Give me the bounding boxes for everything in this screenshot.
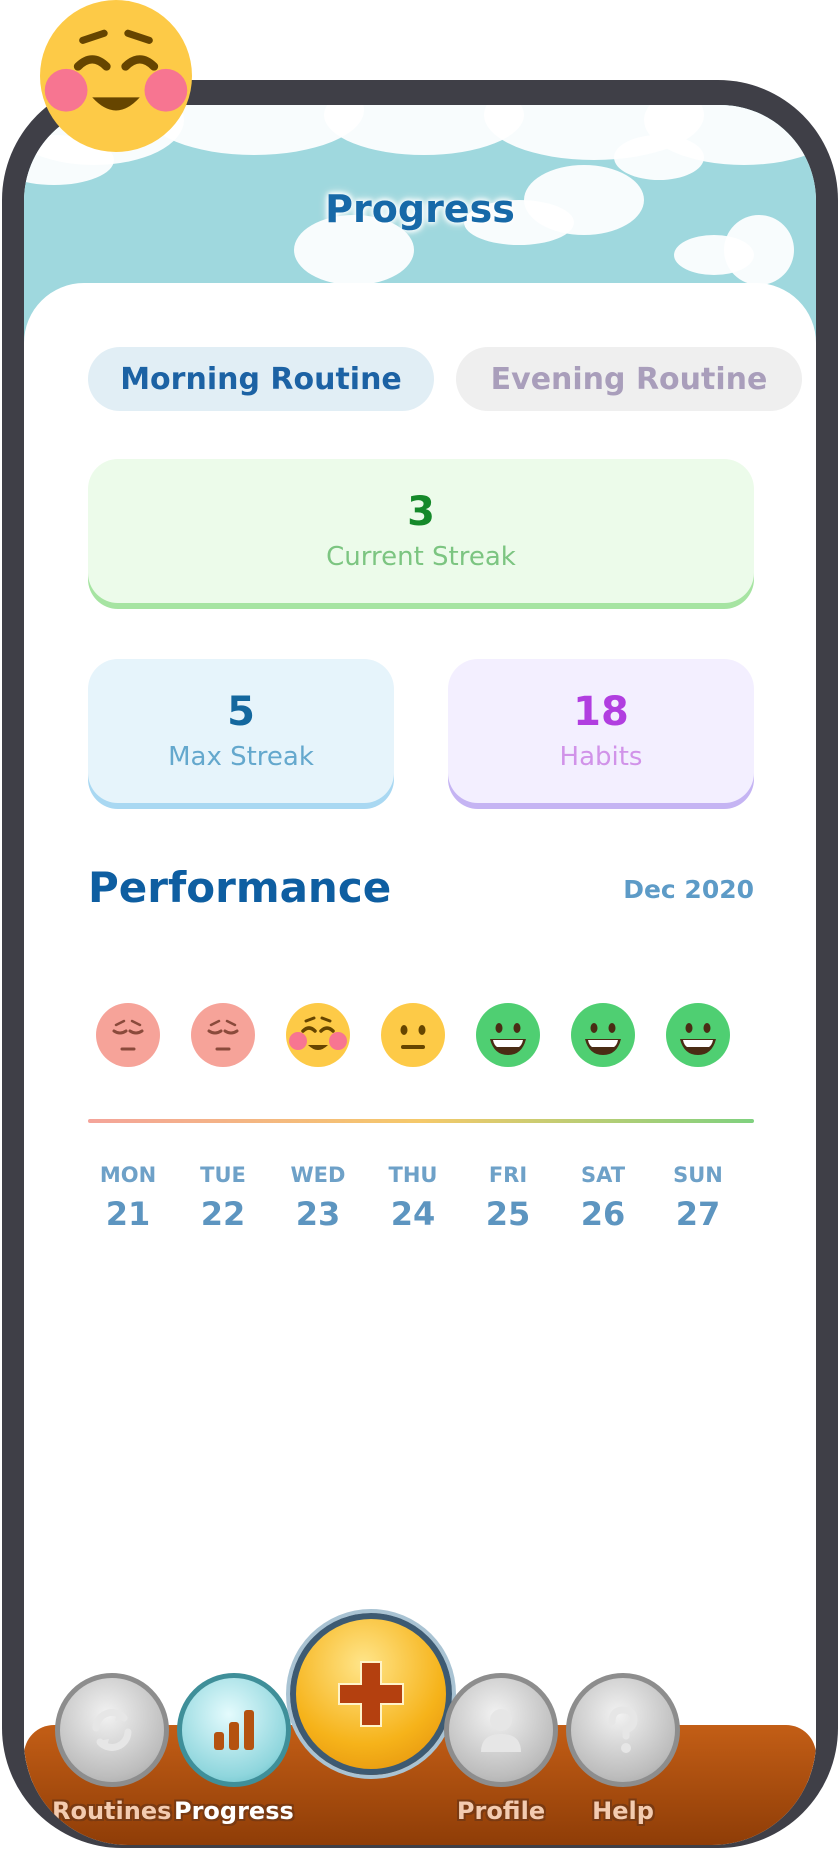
day-name: TUE xyxy=(200,1163,246,1187)
current-streak-label: Current Streak xyxy=(326,542,516,572)
tab-morning-routine[interactable]: Morning Routine xyxy=(88,347,434,411)
day-date: 27 xyxy=(675,1195,721,1233)
nav-routines-label: Routines xyxy=(52,1797,172,1825)
page-title: Progress xyxy=(325,187,515,231)
day-name: SAT xyxy=(580,1163,626,1187)
nav-routines-button[interactable] xyxy=(54,1673,169,1787)
habits-value: 18 xyxy=(573,689,629,735)
blushing-face-icon xyxy=(286,1003,350,1067)
grinning-face-icon xyxy=(666,1003,730,1067)
add-button[interactable] xyxy=(290,1613,452,1775)
max-streak-card: 5 Max Streak xyxy=(88,659,394,803)
day-column: SAT 26 xyxy=(563,1163,643,1233)
day-name: THU xyxy=(388,1163,438,1187)
day-date: 21 xyxy=(105,1195,151,1233)
grinning-face-icon xyxy=(476,1003,540,1067)
day-date: 24 xyxy=(390,1195,436,1233)
day-date: 26 xyxy=(580,1195,626,1233)
day-column: MON 21 xyxy=(88,1163,168,1233)
current-streak-value: 3 xyxy=(407,489,435,535)
day-date: 22 xyxy=(200,1195,246,1233)
day-name: MON xyxy=(99,1163,157,1187)
mood-faces-row xyxy=(88,1003,754,1073)
nav-progress-label: Progress xyxy=(174,1797,294,1825)
nav-help-button[interactable] xyxy=(566,1673,680,1787)
grinning-face-icon xyxy=(571,1003,635,1067)
tab-evening-routine[interactable]: Evening Routine xyxy=(456,347,802,411)
day-column: TUE 22 xyxy=(183,1163,263,1233)
day-name: FRI xyxy=(488,1163,528,1187)
day-name: SUN xyxy=(673,1163,723,1187)
performance-gradient-line xyxy=(88,1119,754,1123)
refresh-icon xyxy=(92,1709,132,1751)
max-streak-label: Max Streak xyxy=(168,742,314,772)
sad-face-icon xyxy=(191,1003,255,1067)
nav-progress[interactable]: Progress xyxy=(174,1673,294,1825)
day-column: SUN 27 xyxy=(658,1163,738,1233)
nav-profile-label: Profile xyxy=(456,1797,546,1825)
day-name: WED xyxy=(290,1163,346,1187)
sky-header: Progress xyxy=(24,105,816,345)
nav-help-label: Help xyxy=(592,1797,654,1825)
user-icon xyxy=(481,1709,521,1752)
plus-icon xyxy=(338,1661,404,1727)
nav-progress-button[interactable] xyxy=(176,1673,291,1787)
blushing-face-icon xyxy=(40,0,192,152)
day-column: THU 24 xyxy=(373,1163,453,1233)
day-column: FRI 25 xyxy=(468,1163,548,1233)
day-date: 23 xyxy=(295,1195,341,1233)
nav-profile[interactable]: Profile xyxy=(444,1673,558,1825)
habits-card: 18 Habits xyxy=(448,659,754,803)
day-column: WED 23 xyxy=(278,1163,358,1233)
nav-help[interactable]: Help xyxy=(566,1673,680,1825)
max-streak-value: 5 xyxy=(227,689,255,735)
app-screen: Progress Morning Routine Evening Routine… xyxy=(24,105,816,1845)
nav-routines[interactable]: Routines xyxy=(52,1673,171,1825)
nav-profile-button[interactable] xyxy=(444,1673,558,1787)
performance-month[interactable]: Dec 2020 xyxy=(623,875,754,904)
bar-chart-icon xyxy=(213,1710,254,1750)
content-card: Morning Routine Evening Routine 3 Curren… xyxy=(24,283,816,1783)
sad-face-icon xyxy=(96,1003,160,1067)
habits-label: Habits xyxy=(559,742,643,772)
performance-title: Performance xyxy=(88,863,392,912)
day-date: 25 xyxy=(485,1195,531,1233)
question-mark-icon xyxy=(608,1706,638,1753)
neutral-face-icon xyxy=(381,1003,445,1067)
current-streak-card: 3 Current Streak xyxy=(88,459,754,603)
